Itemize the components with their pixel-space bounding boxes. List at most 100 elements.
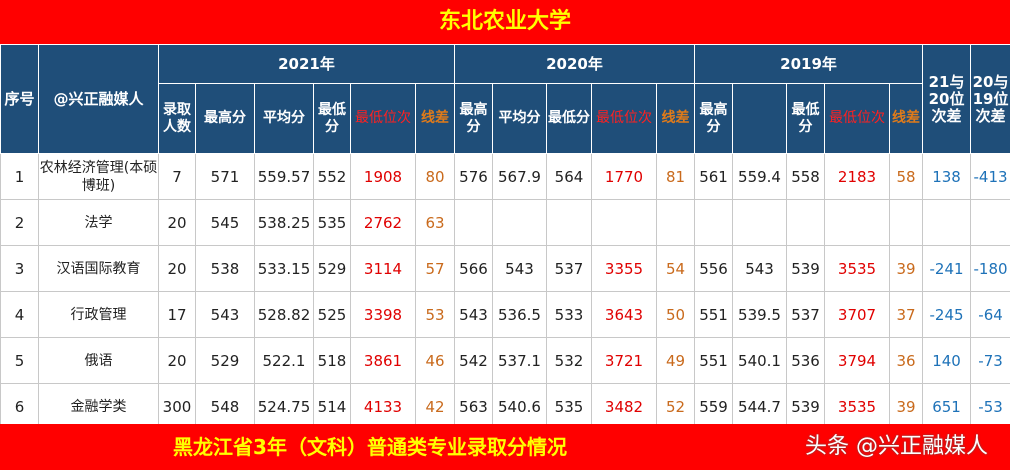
rank-diff-21-20-cell: 138 [922,153,972,200]
max-2020-cell: 542 [454,337,493,384]
max-2020-cell: 563 [454,383,493,430]
rank-2021-cell: 1908 [350,153,416,200]
rank-diff-21-20-cell: -245 [922,291,972,338]
seq-cell: 3 [0,245,39,292]
admission-table: 序号 @兴正融媒人 2021年 2020年 2019年 21与20位次差 20与… [0,44,1010,430]
avg-2021-cell: 522.1 [254,337,314,384]
avg-2020-cell [492,199,547,246]
col-2019-line-diff: 线差 [889,83,924,154]
line-diff-2019-cell: 39 [889,383,924,430]
min-2019-cell: 539 [786,245,826,292]
max-2021-cell: 529 [195,337,255,384]
line-diff-2020-cell: 81 [655,153,696,200]
line-diff-2019-cell: 37 [889,291,924,338]
min-2020-cell: 533 [546,291,592,338]
max-2021-cell: 543 [195,291,255,338]
rank-diff-21-20-header: 21与20位次差 [922,44,972,154]
major-cell: 行政管理 [38,291,159,338]
col-2021-avg: 平均分 [254,83,314,154]
line-diff-2019-cell [889,199,924,246]
rank-2021-cell: 3861 [350,337,416,384]
max-2019-cell: 561 [694,153,734,200]
rank-2019-cell: 3535 [824,383,891,430]
rank-diff-20-19-cell: -413 [970,153,1010,200]
max-2020-cell: 566 [454,245,493,292]
line-diff-2020-cell: 49 [655,337,696,384]
rank-diff-20-19-cell [970,199,1010,246]
rank-2020-cell: 3721 [591,337,657,384]
table-row: 6 金融学类 300 548 524.75 514 4133 42 563 54… [0,383,1010,430]
major-cell: 农林经济管理(本硕博班) [38,153,159,200]
seq-cell: 6 [0,383,39,430]
min-2019-cell [786,199,826,246]
rank-2019-cell: 3707 [824,291,891,338]
rank-diff-20-19-cell: -180 [970,245,1010,292]
year-2019-header: 2019年 [694,44,924,84]
col-2021-min-rank: 最低位次 [350,83,416,154]
rank-diff-20-19-cell: -53 [970,383,1010,430]
rank-diff-21-20-cell: -241 [922,245,972,292]
min-2021-cell: 525 [313,291,351,338]
avg-2020-cell: 543 [492,245,547,292]
col-2020-avg: 平均分 [492,83,547,154]
line-diff-2020-cell [655,199,696,246]
col-2019-min-rank: 最低位次 [824,83,891,154]
col-2019-max: 最高分 [694,83,734,154]
author-header: @兴正融媒人 [38,44,159,154]
min-2021-cell: 535 [313,199,351,246]
col-2021-count: 录取人数 [158,83,196,154]
avg-2021-cell: 524.75 [254,383,314,430]
year-2021-header: 2021年 [158,44,455,84]
avg-2020-cell: 567.9 [492,153,547,200]
col-2019-min: 最低分 [786,83,826,154]
line-diff-2019-cell: 36 [889,337,924,384]
seq-cell: 2 [0,199,39,246]
col-2020-max: 最高分 [454,83,493,154]
avg-2020-cell: 537.1 [492,337,547,384]
rank-2020-cell: 1770 [591,153,657,200]
avg-2019-cell [732,199,788,246]
col-2019-avg [732,83,788,154]
line-diff-2021-cell: 53 [415,291,455,338]
col-2021-min: 最低分 [313,83,351,154]
line-diff-2020-cell: 50 [655,291,696,338]
count-2021-cell: 7 [158,153,196,200]
table-row: 2 法学 20 545 538.25 535 2762 63 [0,199,1010,246]
major-cell: 俄语 [38,337,159,384]
min-2020-cell [546,199,592,246]
major-cell: 金融学类 [38,383,159,430]
line-diff-2021-cell: 80 [415,153,455,200]
rank-2019-cell: 3535 [824,245,891,292]
col-2021-max: 最高分 [195,83,255,154]
line-diff-2021-cell: 42 [415,383,455,430]
min-2021-cell: 552 [313,153,351,200]
min-2021-cell: 514 [313,383,351,430]
col-2020-min-rank: 最低位次 [591,83,657,154]
rank-diff-21-20-cell: 140 [922,337,972,384]
max-2021-cell: 538 [195,245,255,292]
max-2020-cell [454,199,493,246]
min-2020-cell: 532 [546,337,592,384]
avg-2020-cell: 536.5 [492,291,547,338]
min-2019-cell: 558 [786,153,826,200]
line-diff-2021-cell: 57 [415,245,455,292]
min-2020-cell: 564 [546,153,592,200]
line-diff-2019-cell: 58 [889,153,924,200]
col-2020-line-diff: 线差 [655,83,696,154]
rank-2019-cell: 2183 [824,153,891,200]
rank-diff-20-19-cell: -64 [970,291,1010,338]
rank-diff-20-19-cell: -73 [970,337,1010,384]
avg-2020-cell: 540.6 [492,383,547,430]
line-diff-2021-cell: 63 [415,199,455,246]
table-row: 4 行政管理 17 543 528.82 525 3398 53 543 536… [0,291,1010,338]
rank-2021-cell: 3114 [350,245,416,292]
table-row: 3 汉语国际教育 20 538 533.15 529 3114 57 566 5… [0,245,1010,292]
footer-caption: 黑龙江省3年（文科）普通类专业录取分情况 [173,435,567,459]
seq-cell: 5 [0,337,39,384]
title-banner: 东北农业大学 [0,0,1010,44]
max-2020-cell: 576 [454,153,493,200]
seq-cell: 1 [0,153,39,200]
footer-banner: 黑龙江省3年（文科）普通类专业录取分情况 头条 @兴正融媒人 [0,424,1010,470]
rank-diff-21-20-cell: 651 [922,383,972,430]
rank-2021-cell: 4133 [350,383,416,430]
